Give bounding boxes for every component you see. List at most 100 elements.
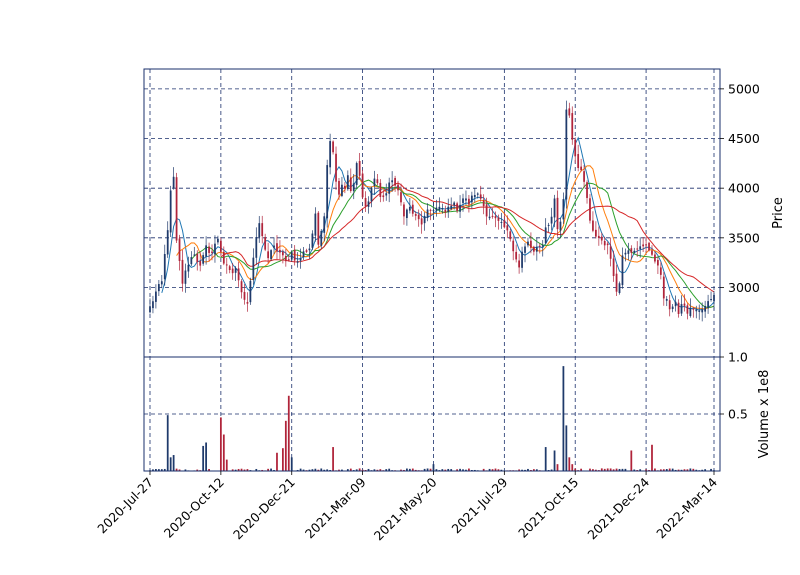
candle-body xyxy=(243,291,246,300)
candle-body xyxy=(429,209,432,211)
candle-body xyxy=(172,176,175,189)
volume-bar xyxy=(710,468,712,471)
volume-bar xyxy=(276,452,278,471)
volume-bar xyxy=(571,464,574,471)
volume-bar xyxy=(553,450,556,471)
candle-body xyxy=(252,257,255,281)
candle-body xyxy=(532,246,535,252)
candle-body xyxy=(441,207,444,210)
candle-body xyxy=(565,109,568,200)
volume-tick-label: 0.5 xyxy=(728,407,748,422)
volume-bar xyxy=(447,468,450,471)
candle-body xyxy=(665,299,668,301)
volume-bar xyxy=(346,469,349,471)
candle-body xyxy=(479,194,482,199)
candle-body xyxy=(367,201,370,207)
candle-body xyxy=(290,252,293,260)
volume-bar xyxy=(388,468,391,471)
volume-bar xyxy=(349,468,352,471)
volume-bar xyxy=(299,468,302,471)
volume-bar xyxy=(157,469,160,471)
volume-bar xyxy=(385,469,388,471)
candle-body xyxy=(568,108,571,116)
candle-body xyxy=(562,199,565,220)
candle-body xyxy=(435,207,438,211)
x-tick-label: 2021-Oct-15 xyxy=(515,475,581,541)
candle-body xyxy=(450,205,453,210)
volume-bar xyxy=(680,469,683,471)
price-tick-label: 3000 xyxy=(728,280,760,295)
candle-body xyxy=(432,210,435,212)
volume-bar xyxy=(556,464,559,471)
volume-bar xyxy=(574,468,577,471)
candle-body xyxy=(509,231,512,240)
candle-body xyxy=(219,240,222,252)
candle-body xyxy=(627,250,630,254)
volume-bar xyxy=(465,469,467,471)
volume-bar xyxy=(621,468,624,471)
candle-body xyxy=(497,217,500,221)
candle-body xyxy=(692,308,695,310)
volume-bar xyxy=(654,468,656,471)
volume-bar xyxy=(166,415,169,471)
volume-bar xyxy=(535,469,538,471)
volume-bar xyxy=(589,468,591,471)
volume-bar xyxy=(237,468,240,471)
candle-body xyxy=(589,198,591,221)
volume-bar xyxy=(267,468,270,471)
candle-body xyxy=(190,257,193,265)
volume-bar xyxy=(178,469,181,471)
candle-body xyxy=(373,178,376,186)
volume-bar xyxy=(603,468,606,471)
volume-bar xyxy=(332,447,334,471)
volume-bar xyxy=(302,469,305,471)
volume-bar xyxy=(284,420,287,471)
x-tick-label: 2020-Oct-12 xyxy=(161,475,227,541)
candle-body xyxy=(506,225,509,231)
candle-body xyxy=(671,306,674,310)
volume-bar xyxy=(355,469,358,471)
candle-body xyxy=(234,268,237,273)
candle-body xyxy=(184,270,187,284)
candle-body xyxy=(695,309,698,312)
candle-body xyxy=(556,197,559,230)
volume-bar xyxy=(565,425,568,471)
candle-body xyxy=(332,141,334,153)
candle-body xyxy=(470,195,473,203)
candle-body xyxy=(485,204,488,217)
candle-body xyxy=(713,294,715,302)
volume-bar xyxy=(160,469,163,471)
volume-bar xyxy=(246,469,249,471)
volume-bar xyxy=(169,457,172,471)
candle-body xyxy=(205,245,207,257)
candle-body xyxy=(388,182,391,194)
candle-body xyxy=(651,250,653,255)
volume-bar xyxy=(704,469,707,471)
volume-bar xyxy=(414,469,417,471)
volume-bar xyxy=(615,468,618,471)
candle-body xyxy=(361,173,364,198)
price-tick-label: 3500 xyxy=(728,230,760,245)
volume-bar xyxy=(651,444,653,471)
volume-bar xyxy=(473,469,476,471)
candle-body xyxy=(559,221,562,231)
volume-bar xyxy=(308,469,311,471)
candle-body xyxy=(379,182,382,197)
candle-body xyxy=(311,233,314,248)
volume-bar xyxy=(225,459,228,471)
candle-body xyxy=(225,264,228,266)
candle-body xyxy=(636,248,639,250)
candle-body xyxy=(512,240,515,252)
candle-body xyxy=(411,204,414,214)
candle-body xyxy=(488,216,491,219)
candle-body xyxy=(630,248,633,253)
volume-bar xyxy=(671,468,674,471)
candle-body xyxy=(308,248,311,251)
volume-bar xyxy=(172,455,175,471)
volume-bar xyxy=(630,450,633,471)
candle-body xyxy=(680,304,683,314)
volume-bar xyxy=(683,469,686,471)
moving-average-25 xyxy=(220,182,715,293)
volume-bar xyxy=(500,469,503,471)
candle-body xyxy=(344,185,346,189)
